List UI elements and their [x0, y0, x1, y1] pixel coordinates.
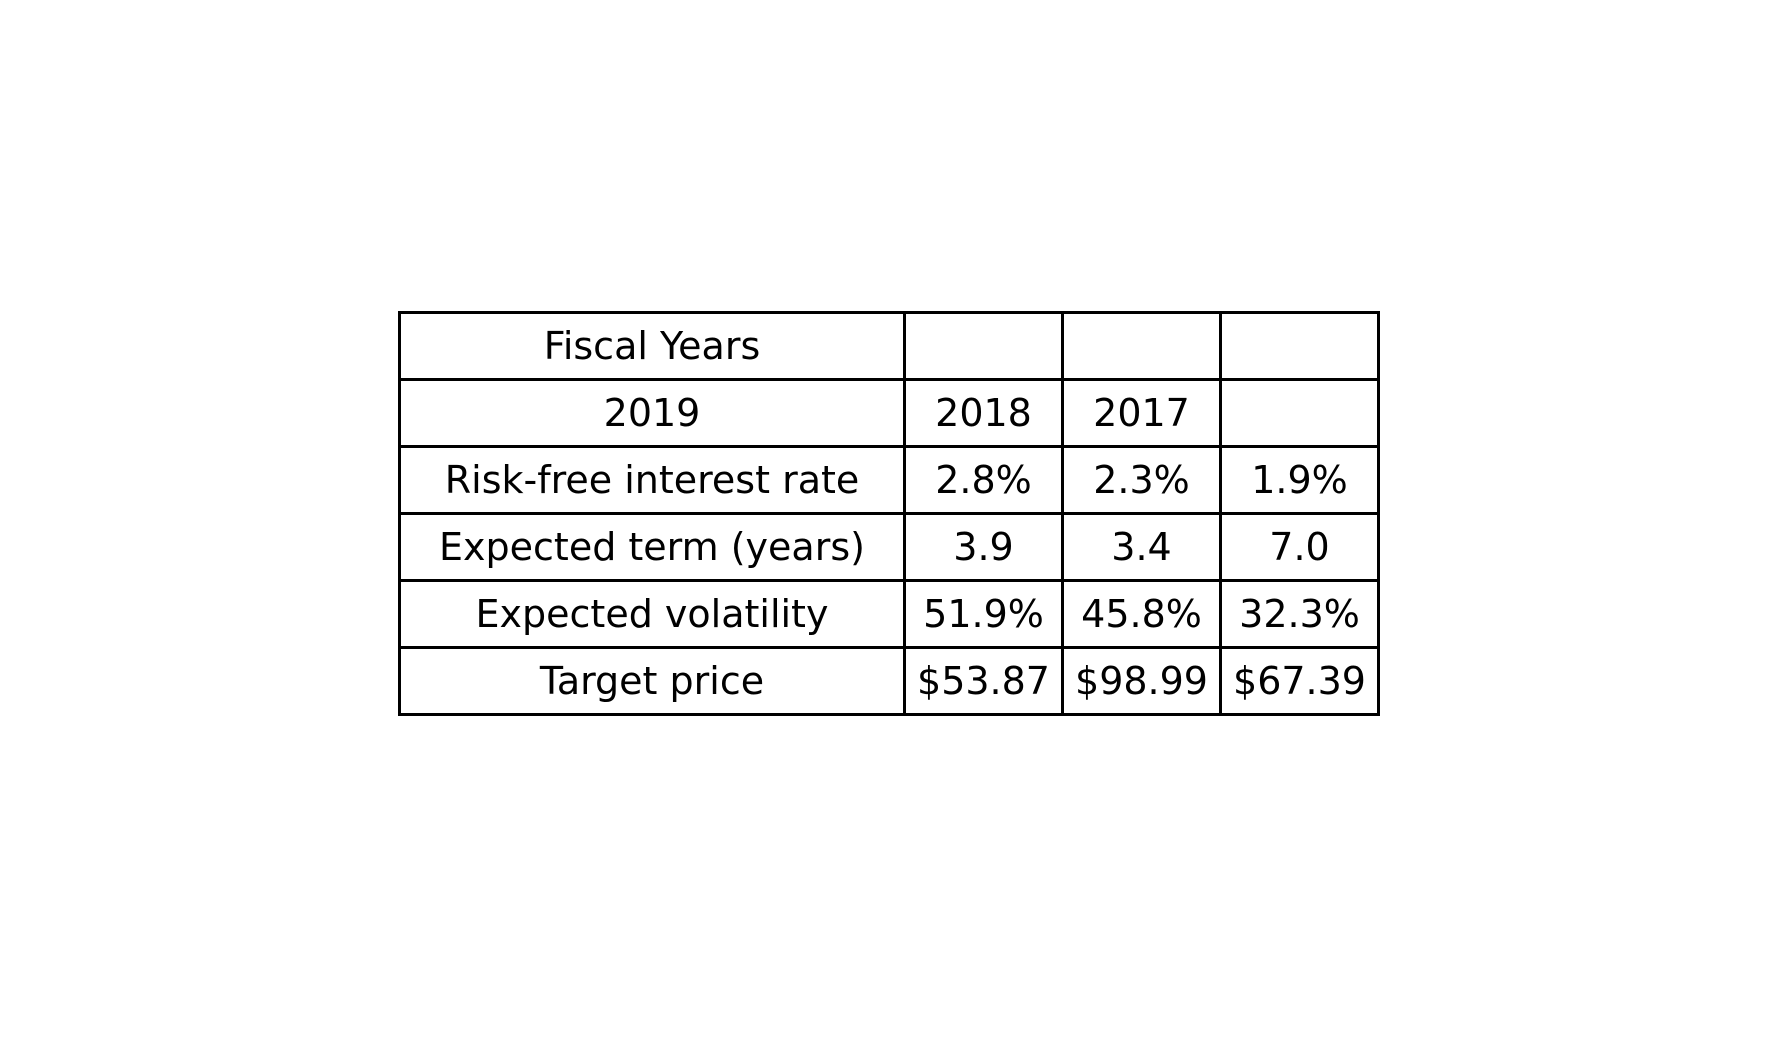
value-cell: $98.99 — [1061, 646, 1222, 716]
table-row: Expected term (years) 3.9 3.4 7.0 — [398, 512, 1380, 582]
value-cell — [903, 311, 1064, 381]
row-label-cell: Expected volatility — [398, 579, 906, 649]
value-cell: 2.3% — [1061, 445, 1222, 515]
value-cell: 51.9% — [903, 579, 1064, 649]
data-table: Fiscal Years 2019 2018 2017 Risk-free intere… — [398, 311, 1380, 716]
row-label-cell: 2019 — [398, 378, 906, 448]
value-cell: $53.87 — [903, 646, 1064, 716]
row-label-cell: Expected term (years) — [398, 512, 906, 582]
value-cell — [1061, 311, 1222, 381]
value-cell: 2018 — [903, 378, 1064, 448]
value-cell: 32.3% — [1219, 579, 1380, 649]
value-cell: 3.4 — [1061, 512, 1222, 582]
row-label-cell: Fiscal Years — [398, 311, 906, 381]
value-cell: 7.0 — [1219, 512, 1380, 582]
value-cell: 1.9% — [1219, 445, 1380, 515]
value-cell: 2.8% — [903, 445, 1064, 515]
value-cell: 2017 — [1061, 378, 1222, 448]
table-row: Risk-free interest rate 2.8% 2.3% 1.9% — [398, 445, 1380, 515]
table-body: Fiscal Years 2019 2018 2017 Risk-free intere… — [398, 311, 1380, 716]
value-cell: 3.9 — [903, 512, 1064, 582]
row-label-cell: Risk-free interest rate — [398, 445, 906, 515]
value-cell: $67.39 — [1219, 646, 1380, 716]
value-cell — [1219, 378, 1380, 448]
table-row: Expected volatility 51.9% 45.8% 32.3% — [398, 579, 1380, 649]
value-cell: 45.8% — [1061, 579, 1222, 649]
table-row: Fiscal Years — [398, 311, 1380, 381]
table-row: Target price $53.87 $98.99 $67.39 — [398, 646, 1380, 716]
row-label-cell: Target price — [398, 646, 906, 716]
table-row: 2019 2018 2017 — [398, 378, 1380, 448]
value-cell — [1219, 311, 1380, 381]
